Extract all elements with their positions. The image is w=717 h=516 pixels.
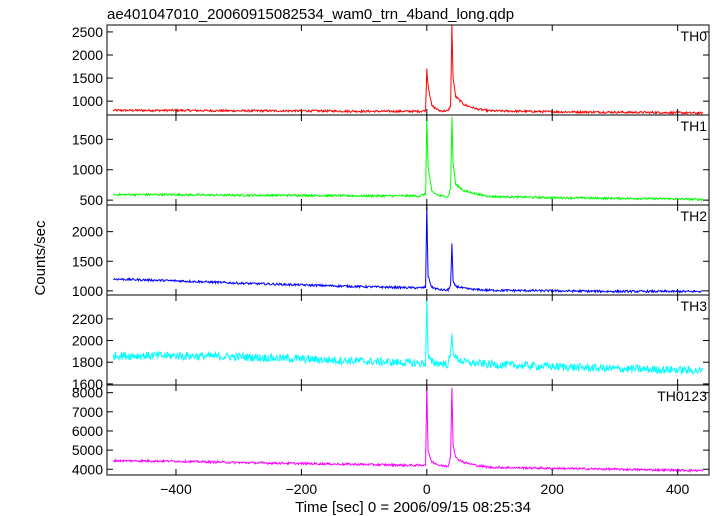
panel-frame-th0123 [106, 384, 710, 476]
panel-label-th3: TH3 [681, 298, 708, 314]
series-line-th2 [112, 205, 703, 294]
y-tick-label-th1: 500 [80, 192, 104, 208]
panel-frame-th0 [106, 24, 710, 116]
y-tick-label-th2: 1000 [72, 283, 103, 299]
y-tick-label-th0: 2000 [72, 47, 103, 63]
panel-frame-th2 [106, 204, 710, 296]
y-tick-label-th0: 1000 [72, 93, 103, 109]
panel-frame-th3 [106, 294, 710, 386]
y-tick-label-th0123: 5000 [72, 442, 103, 458]
y-tick-label-th0123: 7000 [72, 404, 103, 420]
panel-label-th1: TH1 [681, 118, 708, 134]
panel-label-th2: TH2 [681, 208, 708, 224]
y-tick-label-th2: 2000 [72, 224, 103, 240]
series-line-th1 [112, 116, 704, 202]
x-tick-label: 400 [666, 481, 690, 497]
y-tick-label-th3: 1800 [72, 354, 103, 370]
y-tick-label-th3: 1600 [72, 376, 103, 392]
series-line-th0123 [113, 384, 704, 473]
panel-frame-th1 [106, 114, 710, 206]
x-tick-label: 0 [423, 481, 431, 497]
x-tick-label: −400 [160, 481, 192, 497]
x-tick-label: 200 [541, 481, 565, 497]
y-tick-label-th3: 2200 [72, 311, 103, 327]
panel-label-th0: TH0 [681, 28, 708, 44]
x-tick-label: −200 [286, 481, 318, 497]
y-tick-label-th1: 1500 [72, 131, 103, 147]
y-tick-label-th0123: 6000 [72, 423, 103, 439]
series-line-th0 [112, 24, 703, 116]
y-axis-label: Counts/sec [32, 220, 49, 296]
y-tick-label-th0: 2500 [72, 24, 103, 40]
y-tick-label-th0123: 4000 [72, 461, 103, 477]
x-axis-label: Time [sec] 0 = 2006/09/15 08:25:34 [295, 499, 531, 516]
y-tick-label-th3: 2000 [72, 333, 103, 349]
panel-label-th0123: TH0123 [657, 388, 707, 404]
y-tick-label-th0: 1500 [72, 70, 103, 86]
y-tick-label-th2: 1500 [72, 253, 103, 269]
y-tick-label-th0123: 8000 [72, 385, 103, 401]
y-tick-label-th1: 1000 [72, 162, 103, 178]
chart-title: ae401047010_20060915082534_wam0_trn_4ban… [107, 6, 514, 23]
series-line-th3 [112, 297, 704, 376]
